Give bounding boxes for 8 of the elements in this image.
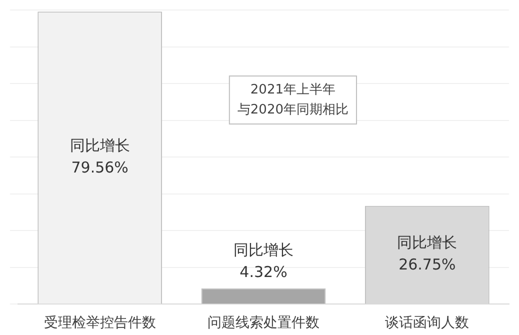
data-label: 同比增长 26.75% <box>397 234 458 274</box>
annotation: 与2020年同期相比 <box>237 102 349 118</box>
x-tick-label: 受理检举控告件数 <box>44 315 156 332</box>
x-tick-label: 问题线索处置件数 <box>208 315 320 332</box>
data-label: 同比增长 4.32% <box>234 241 294 282</box>
x-tick-label: 谈话函询人数 <box>385 315 470 332</box>
data-label: 同比增长 79.56% <box>70 136 130 177</box>
annotation: 2021年上半年 <box>250 82 336 98</box>
